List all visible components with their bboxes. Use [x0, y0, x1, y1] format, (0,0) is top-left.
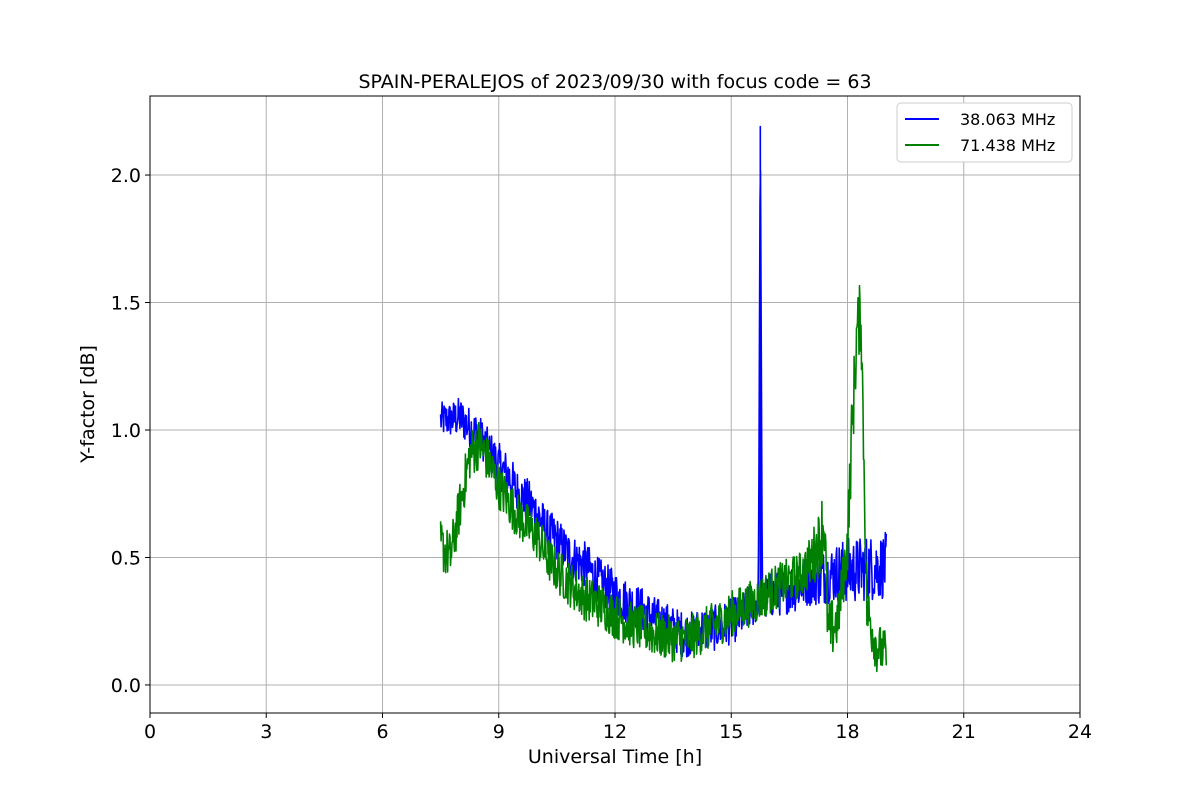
x-axis-label: Universal Time [h] — [528, 746, 702, 768]
y-tick-label: 0.5 — [111, 547, 141, 569]
series-line-71mhz — [439, 284, 888, 673]
legend: 38.063 MHz 71.438 MHz — [896, 102, 1073, 163]
x-tick-label: 9 — [493, 721, 505, 743]
x-tick-label: 6 — [376, 721, 388, 743]
legend-box — [896, 102, 1073, 163]
y-axis-label: Y-factor [dB] — [77, 345, 99, 464]
legend-label-38mhz: 38.063 MHz — [960, 110, 1055, 129]
x-tick-label: 15 — [719, 721, 743, 743]
x-tick-label: 12 — [603, 721, 627, 743]
chart-title: SPAIN-PERALEJOS of 2023/09/30 with focus… — [358, 71, 871, 93]
x-tick-label: 3 — [260, 721, 272, 743]
y-tick-label: 1.5 — [111, 293, 141, 315]
y-tick-label: 1.0 — [111, 420, 141, 442]
x-tick-label: 21 — [952, 721, 976, 743]
x-tick-label: 24 — [1068, 721, 1092, 743]
series-layer — [439, 125, 888, 673]
x-tick-label: 18 — [835, 721, 859, 743]
x-tick-label: 0 — [144, 721, 156, 743]
tick-layer: 0 3 6 9 12 15 18 21 24 0.0 0.5 1.0 1.5 2.0 — [111, 165, 1092, 743]
y-tick-label: 2.0 — [111, 165, 141, 187]
legend-label-71mhz: 71.438 MHz — [960, 136, 1055, 155]
y-tick-label: 0.0 — [111, 675, 141, 697]
